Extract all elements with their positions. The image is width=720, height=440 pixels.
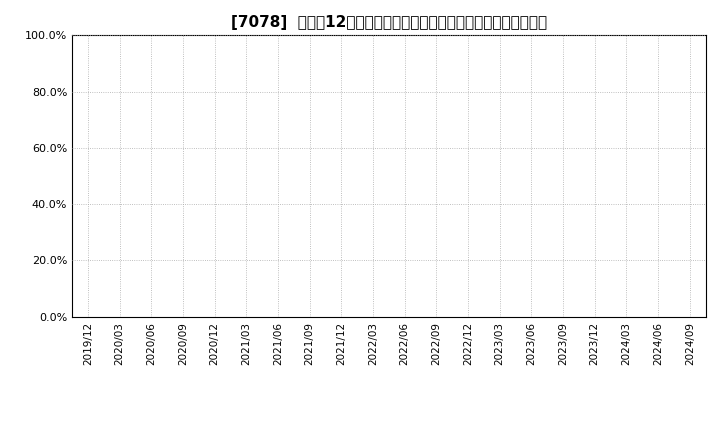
Title: [7078]  売上高12か月移動合計の対前年同期増減率の平均値の推移: [7078] 売上高12か月移動合計の対前年同期増減率の平均値の推移 <box>230 15 547 30</box>
